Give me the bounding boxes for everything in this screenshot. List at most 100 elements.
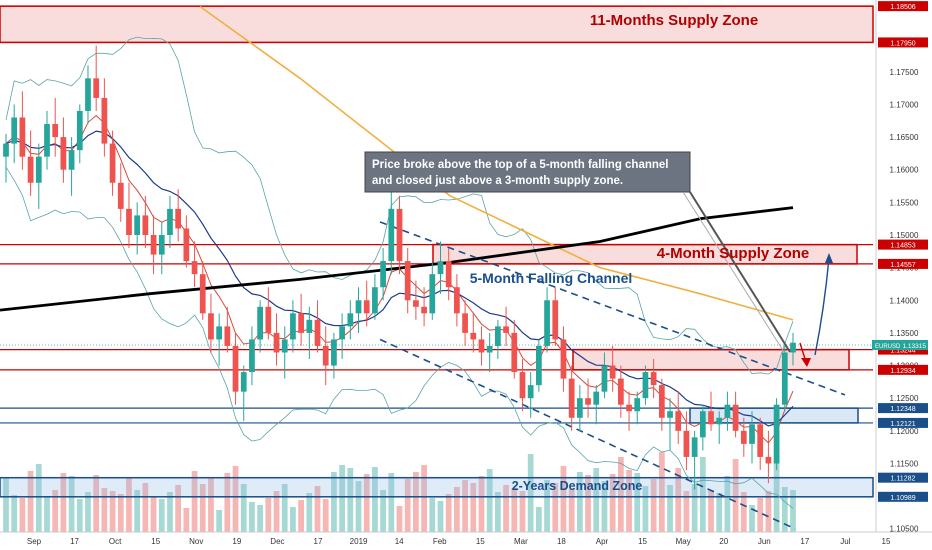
- candle-body: [93, 78, 100, 98]
- candle-body: [429, 274, 436, 314]
- candle-body: [322, 345, 329, 366]
- volume-bar: [716, 493, 723, 532]
- level-price-label: 1.13244: [890, 348, 915, 355]
- volume-bar: [85, 492, 91, 532]
- volume-bar: [314, 486, 321, 532]
- volume-bar: [519, 491, 526, 532]
- candle-body: [749, 424, 755, 444]
- volume-bar: [76, 499, 83, 532]
- candle-body: [527, 385, 534, 399]
- volume-bar: [27, 471, 34, 532]
- candle-body: [781, 352, 788, 405]
- volume-bar: [68, 476, 75, 532]
- volume-bar: [486, 469, 493, 532]
- candle-body: [617, 378, 624, 405]
- volume-bar: [191, 471, 198, 532]
- volume-bar: [495, 492, 501, 532]
- callout-pointer-shadow: [682, 191, 785, 353]
- volume-bar: [363, 474, 370, 532]
- candle-body: [495, 326, 501, 346]
- candle-body: [708, 411, 714, 425]
- candle-body: [44, 124, 50, 157]
- level-price-box: [878, 403, 928, 414]
- candle-body: [68, 150, 75, 170]
- volume-bar: [413, 472, 419, 532]
- candle-body: [470, 332, 477, 340]
- candle-body: [126, 208, 132, 235]
- volume-bar: [421, 465, 427, 532]
- volume-bar: [35, 464, 42, 532]
- time-axis: Sep 17 Oct 15 Nov 19 Dec 17 2019 14 Feb 15 Mar 18 Apr 1…: [0, 531, 932, 550]
- volume-bar: [658, 452, 665, 532]
- candle-body: [167, 208, 173, 235]
- candle-body: [388, 208, 395, 262]
- volume-bar: [749, 505, 755, 532]
- time-tick-label: Feb: [433, 537, 447, 546]
- volume-bar: [732, 459, 739, 532]
- candle-body: [585, 398, 591, 405]
- volume-bar: [790, 490, 796, 532]
- volume-bar: [544, 480, 550, 532]
- volume-bar: [691, 484, 698, 532]
- candle-body: [60, 137, 67, 170]
- volume-bar: [568, 489, 575, 532]
- candle-body: [413, 300, 419, 307]
- candle-body: [199, 274, 206, 314]
- candle-body: [150, 234, 157, 255]
- candle-body: [306, 319, 313, 333]
- level-price-box: [878, 472, 928, 483]
- callout-text: Price broke above the top of a 5-month f…: [372, 159, 672, 187]
- candle-body: [634, 398, 641, 412]
- volume-bar: [158, 499, 165, 532]
- volume-bar: [527, 454, 534, 532]
- candle-body: [85, 78, 91, 111]
- candle-body: [355, 300, 362, 314]
- candle-body: [568, 378, 575, 418]
- candle-body: [609, 365, 616, 379]
- candle-body: [175, 208, 182, 229]
- volume-bar: [224, 473, 231, 532]
- volume-bar: [216, 510, 223, 532]
- time-tick-label: Apr: [596, 537, 609, 546]
- volume-bar: [593, 468, 600, 532]
- candle-body: [3, 143, 9, 157]
- volume-bar: [576, 472, 583, 532]
- candle-body: [421, 306, 427, 314]
- volume-bar: [380, 490, 386, 532]
- volume-bar: [109, 491, 116, 532]
- candle-body: [462, 313, 468, 333]
- volume-bar: [478, 476, 485, 532]
- time-tick-label: Mar: [514, 537, 528, 546]
- zone-4m-label: 4-Month Supply Zone: [657, 245, 809, 262]
- arrowhead-down-icon: [801, 358, 811, 367]
- current-price-label: 1.13315: [903, 343, 927, 350]
- time-tick-label: May: [676, 537, 691, 546]
- volume-bar: [339, 465, 345, 532]
- candle-body: [445, 261, 452, 288]
- candle-body: [298, 313, 304, 333]
- supply-zone-11m: [0, 5, 874, 44]
- candle-body: [642, 372, 649, 399]
- time-tick-label: Nov: [189, 537, 203, 546]
- volume-bar: [257, 505, 264, 532]
- time-tick-label: Sep: [27, 537, 42, 546]
- volume-bar: [445, 494, 452, 532]
- volume-bar: [675, 468, 682, 532]
- level-price-box: [878, 364, 928, 375]
- candle-body: [511, 332, 518, 373]
- volume-bar: [44, 497, 50, 532]
- volume-bar: [626, 470, 632, 532]
- candle-body: [699, 411, 706, 438]
- candle-body: [249, 339, 255, 373]
- candle-body: [363, 300, 370, 314]
- candle-body: [740, 430, 747, 444]
- volume-bar: [429, 498, 436, 532]
- volume-bar: [240, 484, 247, 532]
- indicator-layer: [0, 5, 846, 530]
- candle-body: [757, 424, 764, 457]
- price-tick-label: 1.14000: [890, 296, 919, 305]
- level-price-label: 1.14853: [890, 243, 915, 250]
- price-tick-label: 1.11500: [890, 459, 919, 468]
- time-tick-label: 15: [638, 537, 647, 546]
- volume-bar: [773, 454, 780, 532]
